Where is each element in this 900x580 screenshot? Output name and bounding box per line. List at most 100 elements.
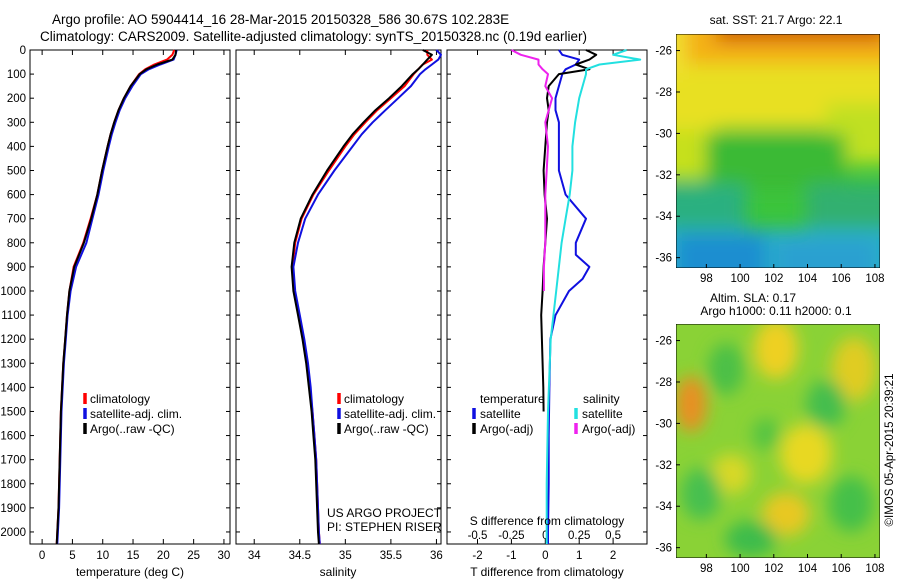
map-x-tick-label: 98 xyxy=(700,273,713,285)
legend-label-satellite: satellite-adj. clim. xyxy=(344,407,436,421)
title-line-2: Climatology: CARS2009. Satellite-adjuste… xyxy=(40,29,588,44)
map-y-tick-label: -36 xyxy=(655,543,672,555)
series-line xyxy=(55,49,178,545)
sla-y-ticks: -26 -28 -30 -32 -34 -36 xyxy=(655,336,680,555)
imos-credit: ©IMOS 05-Apr-2015 20:39:21 xyxy=(884,374,896,527)
s-tick-label: -0.5 xyxy=(468,530,488,542)
map-y-tick-label: -26 xyxy=(655,46,672,58)
sst-y-ticks: -26 -28 -30 -32 -34 -36 xyxy=(655,46,680,265)
map-x-tick-label: 98 xyxy=(700,563,713,575)
sst-map: sat. SST: 21.7 Argo: 22.1 xyxy=(655,13,885,285)
depth-tick-label: 1300 xyxy=(0,358,26,370)
x-tick-label: 15 xyxy=(127,550,140,562)
temperature-x-ticks: 0 5 10 15 20 25 30 xyxy=(30,49,231,562)
depth-tick-label: 1200 xyxy=(0,334,26,346)
series-line xyxy=(56,49,178,545)
project-credit: US ARGO PROJECT xyxy=(327,506,442,520)
legend-label-sal-satellite: satellite xyxy=(582,407,623,421)
title-line-1: Argo profile: AO 5904414_16 28-Mar-2015 … xyxy=(52,12,510,27)
depth-tick-label: 300 xyxy=(7,117,26,129)
x-tick-label: 30 xyxy=(218,550,231,562)
legend-header-temperature: temperature xyxy=(480,392,545,406)
depth-tick-label: 800 xyxy=(7,238,26,250)
x-tick-label: 0 xyxy=(542,550,548,562)
sst-map-title: sat. SST: 21.7 Argo: 22.1 xyxy=(710,13,843,27)
legend-label-argo: Argo(..raw -QC) xyxy=(344,422,429,436)
map-x-tick-label: 100 xyxy=(730,563,749,575)
salinity-series xyxy=(290,49,442,545)
x-tick-label: 1 xyxy=(576,550,582,562)
depth-tick-label: 1900 xyxy=(0,503,26,515)
x-tick-label: 2 xyxy=(610,550,616,562)
map-y-tick-label: -34 xyxy=(655,501,672,513)
depth-tick-label: 1100 xyxy=(1,310,26,322)
depth-tick-label: 1000 xyxy=(0,286,26,298)
depth-tick-label: 2000 xyxy=(0,527,26,539)
x-tick-label: 0 xyxy=(39,550,45,562)
sla-map-title-1: Altim. SLA: 0.17 xyxy=(710,291,796,305)
map-y-tick-label: -32 xyxy=(655,170,672,182)
series-line xyxy=(510,49,554,291)
s-tick-label: 0 xyxy=(542,530,548,542)
map-x-tick-label: 104 xyxy=(798,563,818,575)
series-line xyxy=(290,49,433,545)
map-y-tick-label: -34 xyxy=(655,211,672,223)
series-line xyxy=(545,49,642,544)
map-x-tick-label: 106 xyxy=(832,273,851,285)
salinity-xlabel: salinity xyxy=(320,565,357,579)
sla-heatmap xyxy=(676,324,880,558)
map-x-tick-label: 100 xyxy=(730,273,749,285)
s-tick-label: -0.25 xyxy=(498,530,524,542)
depth-tick-label: 400 xyxy=(7,141,26,153)
salinity-x-ticks: 34 34.5 35 35.5 36 xyxy=(236,49,443,562)
x-tick-label: 34 xyxy=(248,550,261,562)
sla-x-ticks: 98 100 102 104 106 108 xyxy=(700,554,885,575)
depth-tick-label: 100 xyxy=(7,69,26,81)
map-y-tick-label: -30 xyxy=(655,128,672,140)
x-tick-label: 35 xyxy=(339,550,352,562)
map-y-tick-label: -26 xyxy=(655,336,672,348)
sla-map: Altim. SLA: 0.17 Argo h1000: 0.11 h2000:… xyxy=(655,291,884,575)
depth-tick-label: 0 xyxy=(20,45,26,57)
map-x-tick-label: 102 xyxy=(764,563,783,575)
legend-label-argo: Argo(..raw -QC) xyxy=(90,422,175,436)
depth-tick-label: 1400 xyxy=(0,382,26,394)
map-x-tick-label: 102 xyxy=(764,273,783,285)
x-tick-label: 25 xyxy=(187,550,200,562)
legend-label-temp-argo: Argo(-adj) xyxy=(480,422,533,436)
depth-tick-label: 200 xyxy=(7,93,26,105)
map-x-tick-label: 108 xyxy=(865,563,884,575)
pi-credit: PI: STEPHEN RISER xyxy=(327,520,442,534)
salinity-panel-frame xyxy=(235,49,442,545)
depth-tick-label: 600 xyxy=(7,190,26,202)
difference-legend: temperature salinity satellite Argo(-adj… xyxy=(470,392,636,528)
sst-heatmap xyxy=(676,34,880,268)
temperature-panel-frame xyxy=(29,49,231,545)
legend-header-salinity: salinity xyxy=(583,392,620,406)
depth-tick-label: 900 xyxy=(7,262,26,274)
x-tick-label: 5 xyxy=(69,550,75,562)
x-tick-label: -1 xyxy=(506,550,516,562)
legend-label-sal-argo: Argo(-adj) xyxy=(582,422,635,436)
depth-tick-label: 700 xyxy=(7,214,26,226)
series-line xyxy=(540,49,598,412)
difference-series xyxy=(510,49,642,544)
x-tick-label: -2 xyxy=(472,550,482,562)
temperature-series xyxy=(55,49,178,545)
legend-label-temp-satellite: satellite xyxy=(480,407,521,421)
legend-label-satellite: satellite-adj. clim. xyxy=(90,407,182,421)
difference-x-ticks: -2 -1 0 1 2 -0.5 -0.25 0 0.25 0.5 xyxy=(447,49,647,562)
map-y-tick-label: -30 xyxy=(655,418,672,430)
depth-tick-label: 500 xyxy=(7,165,26,177)
depth-tick-label: 1500 xyxy=(0,406,26,418)
depth-tick-label: 1700 xyxy=(0,455,26,467)
sst-x-ticks: 98 100 102 104 106 108 xyxy=(700,264,885,285)
s-tick-label: 0.25 xyxy=(568,530,590,542)
legend-label-climatology: climatology xyxy=(90,392,150,406)
x-tick-label: 36 xyxy=(430,550,443,562)
map-x-tick-label: 106 xyxy=(832,563,851,575)
x-tick-label: 10 xyxy=(96,550,109,562)
map-x-tick-label: 104 xyxy=(798,273,818,285)
map-y-tick-label: -28 xyxy=(655,87,672,99)
sla-map-title-2: Argo h1000: 0.11 h2000: 0.1 xyxy=(700,304,852,318)
